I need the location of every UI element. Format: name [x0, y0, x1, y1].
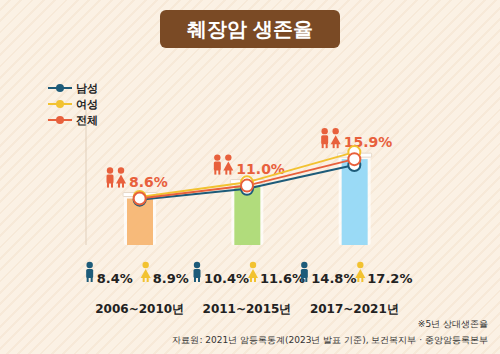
svg-text:8.9%: 8.9% — [153, 271, 189, 286]
html-text:자료원: 2021년 암등록통계(2023년 발표 기준),: 자료원: 2021년 암등록통계(2023년 발표 기준), 보건복지부 · 중… — [172, 335, 488, 345]
svg-text:11.0%: 11.0% — [236, 160, 285, 177]
svg-text:2017~2021년: 2017~2021년 — [310, 302, 399, 316]
svg-text:11.6%: 11.6% — [260, 271, 305, 286]
svg-text:10.4%: 10.4% — [204, 271, 249, 286]
svg-text:8.6%: 8.6% — [129, 174, 168, 190]
svg-text:8.4%: 8.4% — [97, 271, 133, 286]
html-text:※5년 상대생존율: ※5년 상대생존율 — [417, 319, 488, 329]
svg-text:2011~2015년: 2011~2015년 — [203, 302, 292, 316]
svg-text:2006~2010년: 2006~2010년 — [95, 302, 184, 316]
html-text:여성: 여성 — [76, 97, 98, 111]
html-text:췌장암 생존율: 췌장암 생존율 — [186, 17, 314, 41]
svg-text:14.8%: 14.8% — [311, 271, 356, 286]
svg-text:15.9%: 15.9% — [343, 134, 393, 151]
html-text:전체: 전체 — [76, 113, 98, 127]
svg-text:17.2%: 17.2% — [367, 271, 412, 286]
html-text:남성: 남성 — [76, 81, 98, 95]
